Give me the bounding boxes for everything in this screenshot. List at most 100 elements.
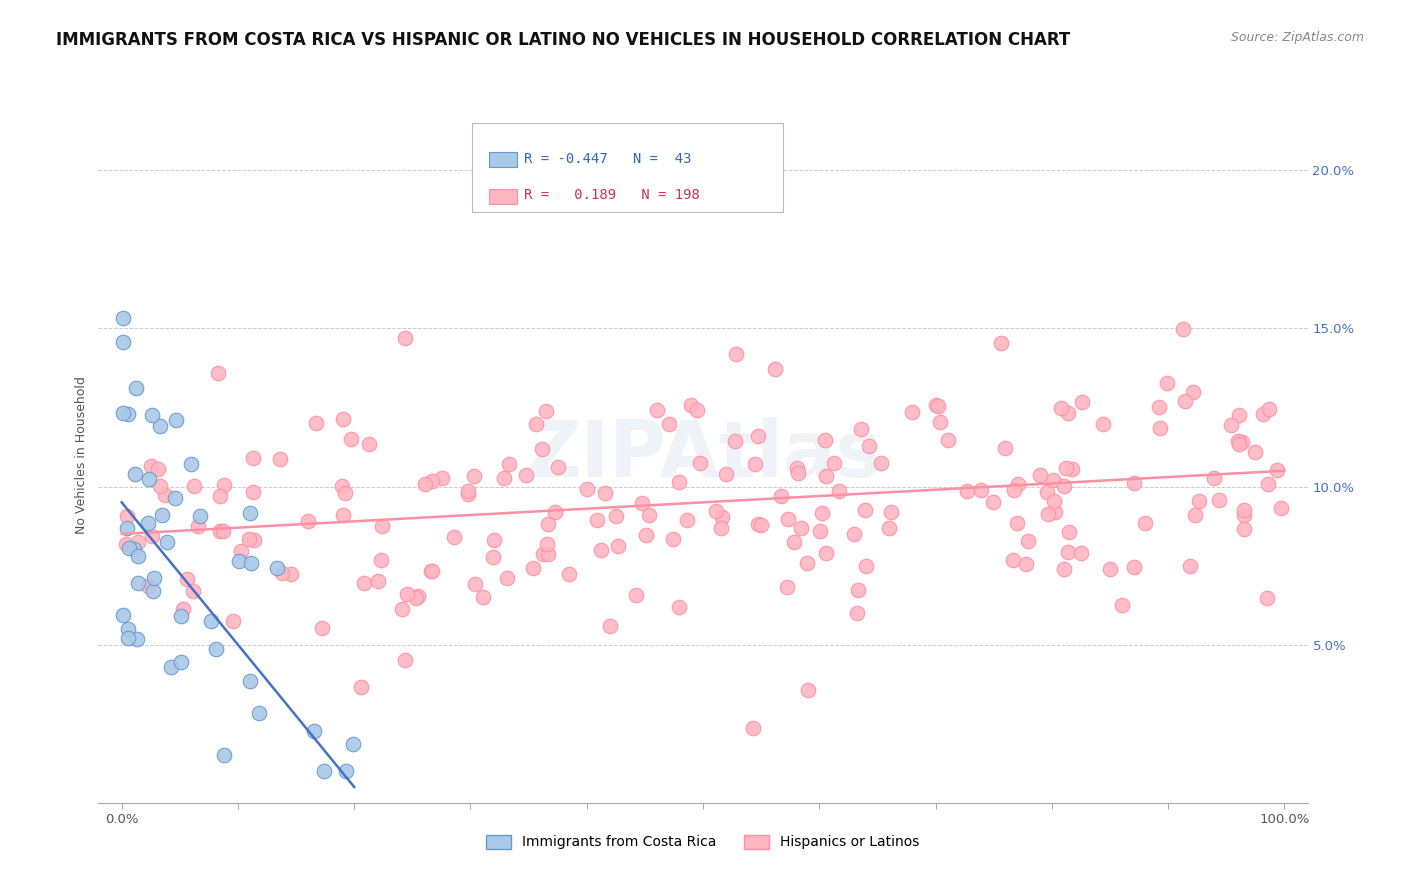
Point — [396, 587, 419, 601]
Point — [1036, 508, 1059, 522]
Point — [925, 398, 948, 412]
Point — [547, 459, 569, 474]
Point — [796, 556, 818, 570]
Point — [880, 505, 903, 519]
Point — [749, 518, 772, 533]
Point — [634, 528, 657, 542]
Point — [353, 575, 375, 590]
Point — [744, 458, 766, 472]
Point — [956, 484, 979, 499]
Point — [405, 591, 427, 606]
Point — [142, 584, 165, 599]
Point — [280, 566, 302, 581]
Point — [176, 572, 198, 586]
Point — [901, 404, 924, 418]
Point — [787, 466, 810, 480]
Point — [846, 606, 869, 620]
Point — [586, 513, 609, 527]
Point — [335, 764, 357, 779]
Point — [463, 468, 485, 483]
Point — [138, 472, 160, 486]
Point — [115, 521, 138, 535]
Point — [1233, 503, 1256, 517]
Point — [724, 434, 747, 448]
Point — [180, 458, 202, 472]
Point — [1056, 406, 1078, 420]
Point — [464, 577, 486, 591]
Point — [124, 467, 146, 481]
Point — [851, 422, 873, 436]
Point — [143, 571, 166, 585]
Point — [443, 530, 465, 544]
Point — [848, 582, 870, 597]
Point — [357, 437, 380, 451]
Point — [141, 408, 163, 422]
Point — [136, 516, 159, 531]
Point — [675, 513, 697, 527]
Point — [209, 489, 232, 503]
Point — [928, 416, 950, 430]
Point — [1091, 417, 1114, 431]
Point — [1270, 500, 1292, 515]
Point — [208, 524, 231, 538]
Point — [1133, 516, 1156, 531]
Point — [370, 552, 392, 566]
Point — [125, 632, 148, 646]
Point — [1060, 462, 1083, 476]
Point — [127, 535, 149, 549]
Point — [1251, 407, 1274, 421]
Point — [534, 403, 557, 417]
Point — [422, 474, 444, 488]
Point — [537, 516, 560, 531]
Point — [858, 439, 880, 453]
Point — [710, 520, 733, 534]
Point — [1018, 534, 1040, 549]
Point — [711, 510, 734, 524]
Point — [471, 591, 494, 605]
Point — [482, 533, 505, 548]
Point — [853, 502, 876, 516]
Point — [1057, 545, 1080, 559]
Point — [419, 564, 441, 578]
Point — [536, 537, 558, 551]
Point — [1265, 463, 1288, 477]
Point — [370, 519, 392, 533]
Point — [350, 680, 373, 694]
Point — [188, 508, 211, 523]
Point — [149, 418, 172, 433]
Point — [391, 602, 413, 616]
Point — [1178, 559, 1201, 574]
Point — [1256, 591, 1278, 605]
Legend: Immigrants from Costa Rica, Hispanics or Latinos: Immigrants from Costa Rica, Hispanics or… — [481, 829, 925, 855]
Point — [814, 469, 837, 483]
Point — [339, 432, 361, 446]
Point — [266, 561, 288, 575]
Point — [1174, 394, 1197, 409]
Point — [823, 456, 845, 470]
Point — [769, 489, 792, 503]
Point — [544, 505, 567, 519]
Point — [814, 433, 837, 447]
Point — [239, 506, 262, 520]
Point — [936, 433, 959, 447]
Point — [1053, 479, 1076, 493]
Point — [1208, 492, 1230, 507]
Point — [689, 456, 711, 470]
Point — [1002, 483, 1025, 498]
Point — [183, 584, 205, 599]
Point — [827, 484, 849, 499]
Point — [575, 482, 598, 496]
Point — [1043, 505, 1066, 519]
Point — [606, 539, 628, 553]
Point — [1007, 476, 1029, 491]
Point — [166, 413, 188, 427]
Point — [170, 608, 193, 623]
Point — [200, 614, 222, 628]
Point — [1149, 421, 1171, 435]
Text: ZIPAtlas: ZIPAtlas — [524, 417, 882, 493]
Point — [214, 478, 236, 492]
Point — [297, 514, 319, 528]
Point — [810, 506, 832, 520]
Point — [1071, 395, 1094, 409]
Point — [211, 524, 233, 539]
